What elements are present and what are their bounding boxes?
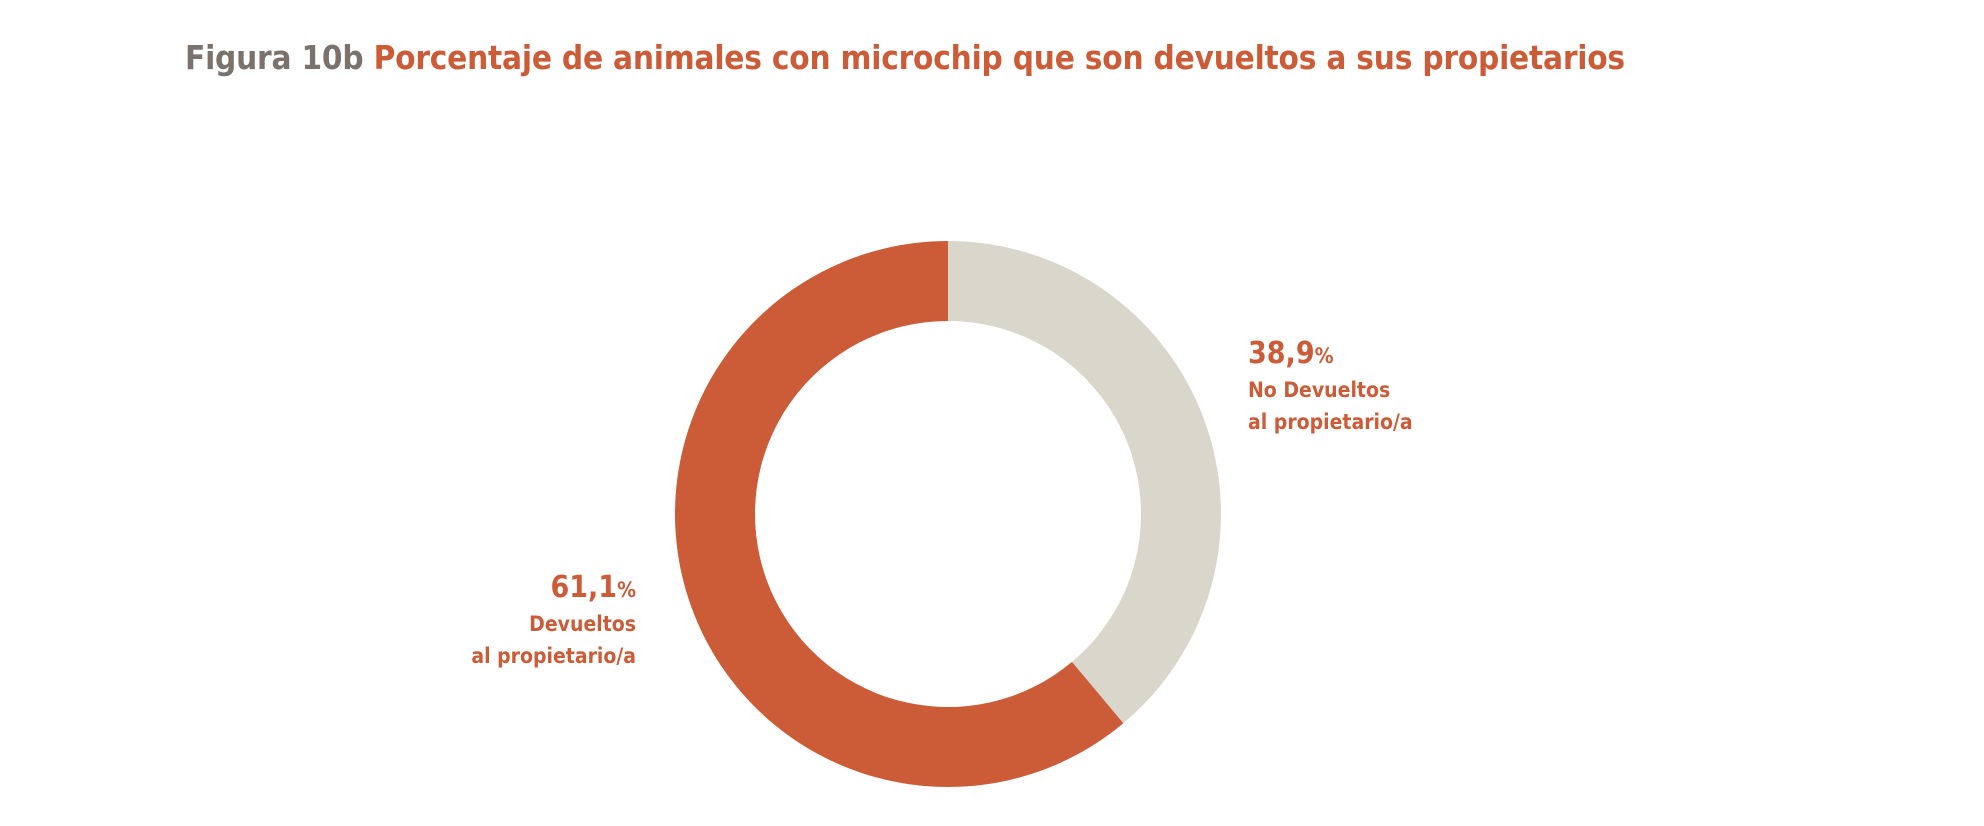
- figure-title: Porcentaje de animales con microchip que…: [373, 38, 1626, 77]
- slice-label-line1-no-devueltos: No Devueltos: [1248, 378, 1391, 402]
- slice-value-no-devueltos: 38,9%: [1248, 336, 1334, 371]
- chart-title: Figura 10b Porcentaje de animales con mi…: [185, 38, 1625, 77]
- figure-number: Figura 10b: [185, 38, 364, 77]
- donut-slice-devueltos: [674, 241, 1124, 788]
- slice-label-line1-devueltos: Devueltos: [529, 612, 636, 636]
- slice-label-devueltos: 61,1% Devueltos al propietario/a: [471, 570, 636, 672]
- slice-label-line2-no-devueltos: al propietario/a: [1248, 410, 1413, 434]
- slice-value-devueltos: 61,1%: [550, 570, 636, 605]
- slice-label-line2-devueltos: al propietario/a: [471, 644, 636, 668]
- slice-label-no-devueltos: 38,9% No Devueltos al propietario/a: [1248, 336, 1413, 438]
- donut-slice-no-devueltos: [948, 241, 1221, 724]
